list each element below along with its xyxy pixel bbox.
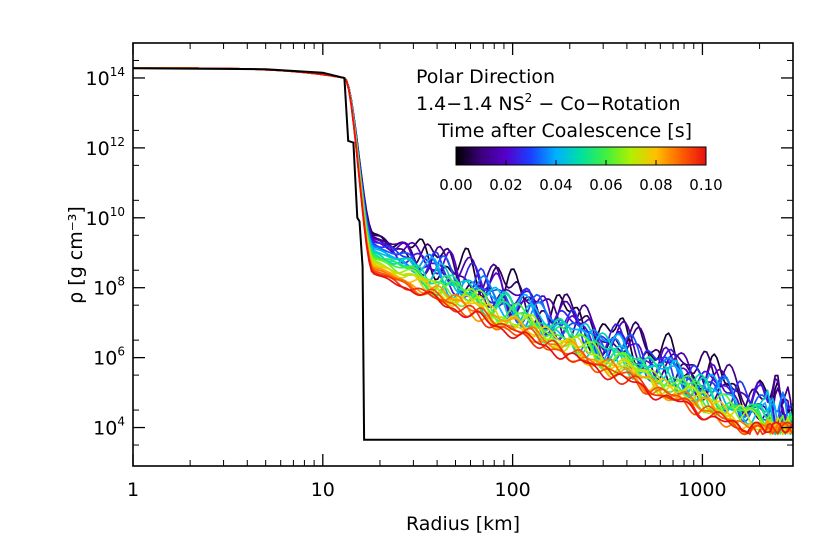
y-tick-label: 1010 bbox=[86, 205, 125, 230]
x-tick-label: 10 bbox=[311, 479, 335, 501]
legend-title-system-base: 1.4−1.4 NS bbox=[416, 93, 525, 115]
x-tick-label: 100 bbox=[494, 479, 530, 501]
legend-title-system-suffix: − Co−Rotation bbox=[532, 93, 680, 115]
colorbar-tick-label: 0.08 bbox=[639, 176, 672, 194]
colorbar-tick-label: 0.00 bbox=[439, 176, 472, 194]
x-axis-label: Radius [km] bbox=[406, 513, 520, 535]
colorbar-tick-label: 0.06 bbox=[589, 176, 622, 194]
colorbar-title: Time after Coalescence [s] bbox=[437, 120, 692, 142]
colorbar-tick-label: 0.10 bbox=[689, 176, 722, 194]
legend-title-system: 1.4−1.4 NS2 − Co−Rotation bbox=[416, 91, 681, 115]
y-tick-label: 106 bbox=[93, 345, 125, 370]
initial-profile-line bbox=[133, 67, 793, 441]
y-tick-label: 108 bbox=[93, 275, 125, 300]
y-tick-label: 1014 bbox=[86, 65, 125, 90]
plot-frame bbox=[132, 42, 794, 467]
x-tick-label: 1000 bbox=[678, 479, 726, 501]
colorbar-tick-label: 0.04 bbox=[539, 176, 572, 194]
legend-title-polar-direction: Polar Direction bbox=[416, 66, 555, 88]
x-tick-label: 1 bbox=[127, 479, 139, 501]
y-tick-label: 104 bbox=[93, 415, 125, 440]
y-tick-label: 1012 bbox=[86, 135, 125, 160]
legend-title-system-sup: 2 bbox=[525, 91, 533, 105]
colorbar bbox=[455, 146, 707, 166]
colorbar-tick-label: 0.02 bbox=[489, 176, 522, 194]
y-axis-label: ρ [g cm⁻³] bbox=[65, 206, 87, 304]
